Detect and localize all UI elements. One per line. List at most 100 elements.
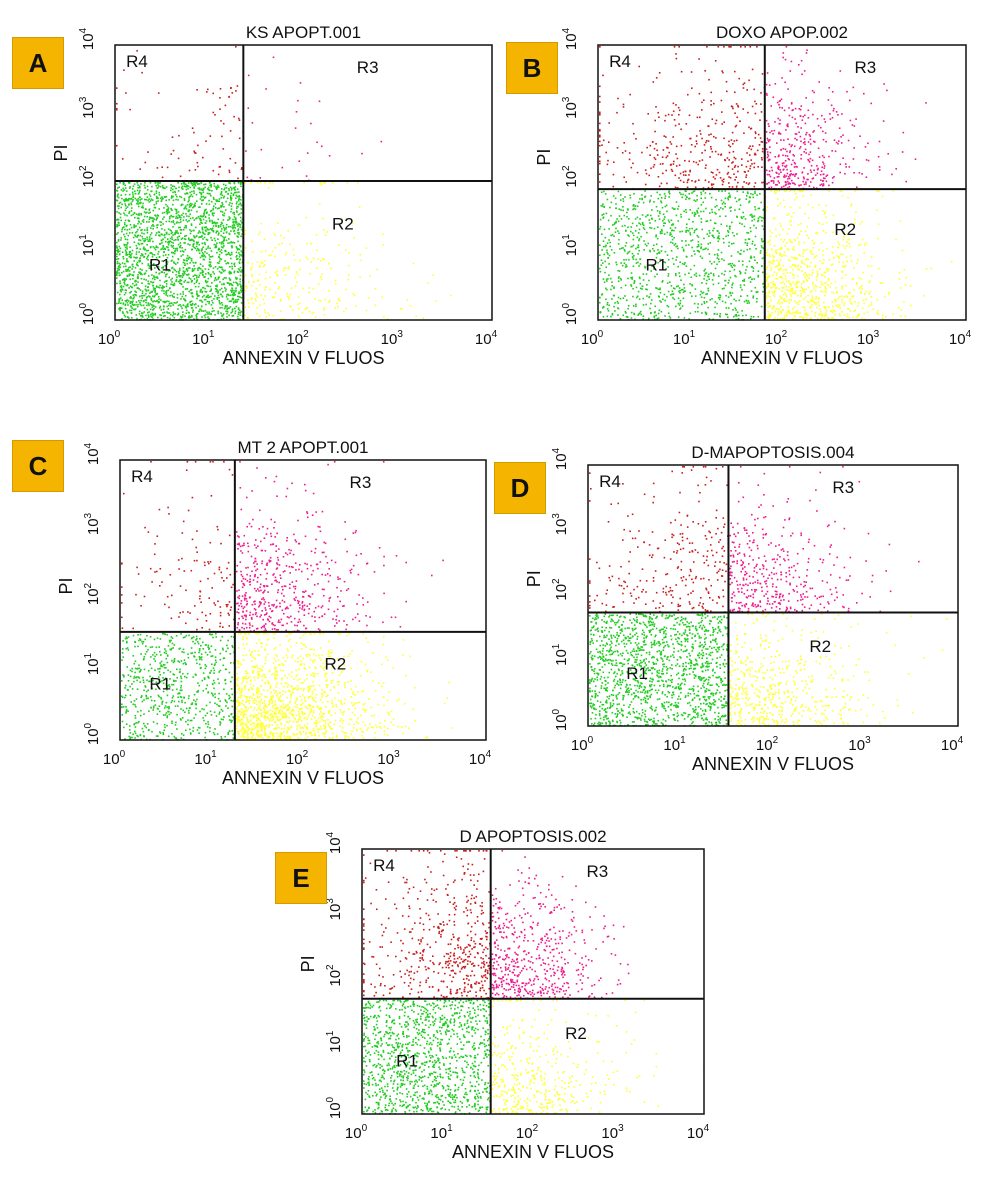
y-tick-label: 102 (551, 578, 570, 601)
region-label-r4: R4 (126, 52, 148, 71)
x-tick-label: 100 (571, 735, 594, 754)
region-r2-points (244, 182, 451, 321)
panel-b: DOXO APOP.002100100101101102102103103104… (534, 23, 972, 368)
region-r3-points (730, 466, 920, 613)
y-axis-label: PI (534, 149, 554, 166)
x-tick-label: 101 (673, 329, 696, 348)
y-tick-label: 102 (83, 582, 102, 605)
x-tick-label: 104 (941, 735, 964, 754)
x-tick-label: 104 (475, 329, 498, 348)
x-axis-label: ANNEXIN V FLUOS (701, 348, 863, 368)
region-label-r2: R2 (332, 215, 354, 234)
x-tick-label: 100 (98, 329, 121, 348)
region-label-r1: R1 (646, 256, 668, 275)
y-tick-label: 103 (561, 96, 580, 119)
panel-title: KS APOPT.001 (246, 23, 361, 42)
panel-e: D APOPTOSIS.0021001001011011021021031031… (298, 827, 710, 1162)
region-label-r1: R1 (149, 256, 171, 275)
panel-title: MT 2 APOPT.001 (237, 438, 368, 457)
panel-title: D APOPTOSIS.002 (459, 827, 606, 846)
panel-a: KS APOPT.0011001001011011021021031031041… (51, 23, 498, 368)
panel-d: D-MAPOPTOSIS.004100100101101102102103103… (524, 443, 964, 774)
region-r3-points (766, 46, 927, 190)
y-tick-label: 104 (551, 447, 570, 470)
region-r1-points (589, 613, 729, 726)
x-tick-label: 102 (765, 329, 788, 348)
region-label-r1: R1 (626, 664, 648, 683)
y-tick-label: 101 (561, 234, 580, 257)
region-label-r2: R2 (565, 1024, 587, 1043)
y-axis-label: PI (524, 570, 544, 587)
panel-title: D-MAPOPTOSIS.004 (691, 443, 854, 462)
x-tick-label: 104 (687, 1123, 710, 1142)
x-tick-label: 103 (857, 329, 880, 348)
y-tick-label: 100 (561, 302, 580, 325)
y-tick-label: 100 (325, 1096, 344, 1119)
region-r1-points (599, 190, 765, 320)
x-tick-label: 104 (469, 749, 492, 768)
region-r2-points (492, 1000, 705, 1115)
x-tick-label: 101 (192, 329, 215, 348)
region-r2-points (766, 190, 953, 320)
plot-frame (120, 460, 486, 740)
region-r3-points (492, 850, 630, 999)
region-r2-points (236, 633, 487, 741)
region-r1-points (363, 1000, 491, 1115)
region-label-r4: R4 (373, 856, 395, 875)
x-tick-label: 103 (381, 329, 404, 348)
panel-badge-b: B (506, 42, 558, 94)
y-tick-label: 101 (325, 1030, 344, 1053)
region-label-r4: R4 (599, 472, 621, 491)
panel-title: DOXO APOP.002 (716, 23, 848, 42)
y-tick-label: 101 (551, 643, 570, 666)
x-tick-label: 100 (103, 749, 126, 768)
x-axis-label: ANNEXIN V FLUOS (222, 348, 384, 368)
y-tick-label: 101 (83, 652, 102, 675)
y-tick-label: 104 (78, 27, 97, 50)
panel-badge-e: E (275, 852, 327, 904)
y-tick-label: 102 (325, 964, 344, 987)
x-tick-label: 100 (581, 329, 604, 348)
x-tick-label: 101 (430, 1123, 453, 1142)
x-axis-label: ANNEXIN V FLUOS (452, 1142, 614, 1162)
x-tick-label: 102 (756, 735, 779, 754)
y-tick-label: 103 (83, 512, 102, 535)
panel-badge-c: C (12, 440, 64, 492)
y-tick-label: 103 (551, 513, 570, 536)
x-tick-label: 100 (345, 1123, 368, 1142)
x-tick-label: 101 (663, 735, 686, 754)
y-tick-label: 103 (325, 898, 344, 921)
y-tick-label: 104 (325, 831, 344, 854)
region-label-r4: R4 (609, 52, 631, 71)
region-r1-points (121, 633, 236, 741)
y-axis-label: PI (56, 577, 76, 594)
x-tick-label: 103 (601, 1123, 624, 1142)
x-tick-label: 102 (286, 329, 309, 348)
y-tick-label: 102 (78, 165, 97, 188)
region-label-r3: R3 (586, 862, 608, 881)
panel-badge-a: A (12, 37, 64, 89)
region-label-r3: R3 (855, 58, 877, 77)
y-tick-label: 103 (78, 96, 97, 119)
region-label-r3: R3 (357, 58, 379, 77)
scatter-points (363, 850, 705, 1115)
y-tick-label: 104 (83, 442, 102, 465)
x-tick-label: 103 (377, 749, 400, 768)
scatter-points (116, 46, 452, 321)
x-axis-label: ANNEXIN V FLUOS (692, 754, 854, 774)
region-label-r3: R3 (832, 478, 854, 497)
region-r4-points (121, 461, 236, 633)
region-label-r1: R1 (396, 1051, 418, 1070)
region-label-r4: R4 (131, 467, 153, 486)
y-tick-label: 100 (551, 708, 570, 731)
region-r3-points (236, 461, 444, 633)
y-tick-label: 100 (83, 722, 102, 745)
panel-badge-d: D (494, 462, 546, 514)
x-tick-label: 101 (194, 749, 217, 768)
region-r2-points (730, 613, 948, 726)
x-tick-label: 104 (949, 329, 972, 348)
region-label-r2: R2 (809, 637, 831, 656)
x-tick-label: 102 (286, 749, 309, 768)
